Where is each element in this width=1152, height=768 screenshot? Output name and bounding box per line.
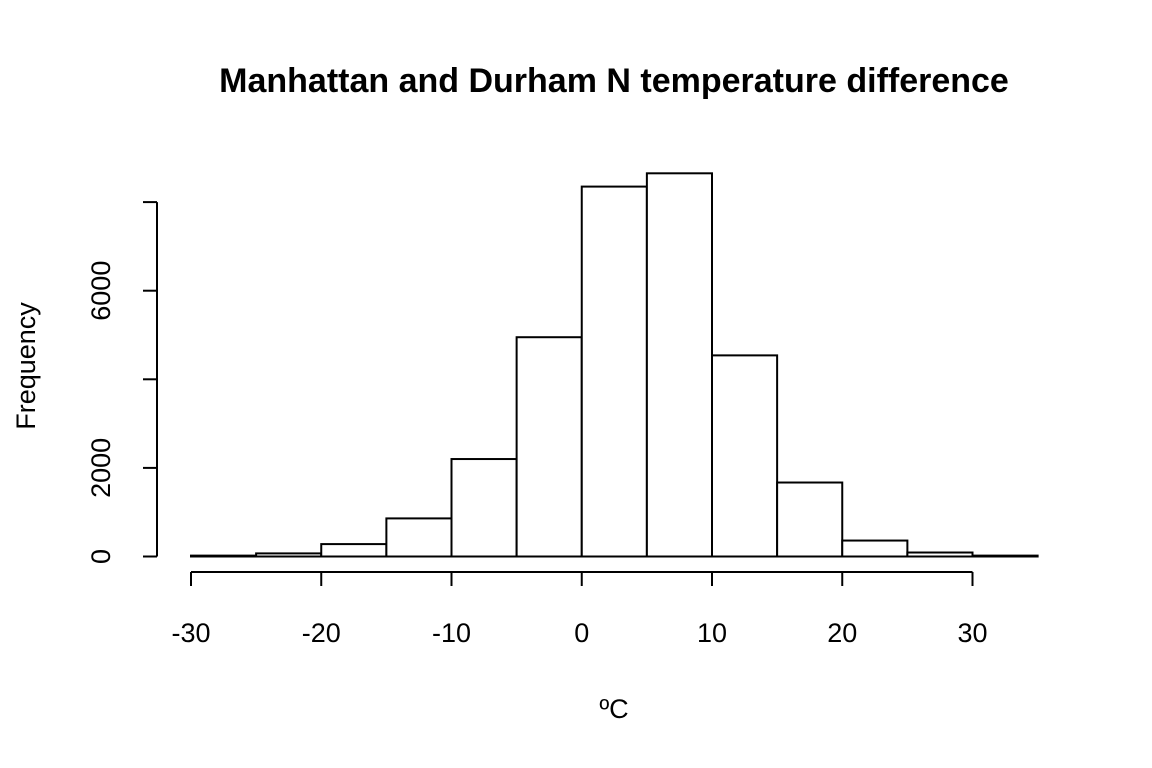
x-tick-label: -20 bbox=[302, 618, 341, 648]
histogram-bar bbox=[906, 551, 974, 558]
histogram-bar bbox=[450, 458, 518, 558]
histogram-bar bbox=[190, 554, 258, 558]
x-tick-label: -30 bbox=[171, 618, 210, 648]
x-tick-label: 0 bbox=[574, 618, 589, 648]
histogram-bar bbox=[580, 185, 648, 558]
x-tick-label: 20 bbox=[827, 618, 857, 648]
histogram-bar bbox=[385, 517, 453, 558]
y-tick-label: 2000 bbox=[86, 438, 116, 498]
histogram-bar bbox=[255, 552, 323, 558]
bars-group bbox=[190, 172, 1039, 558]
x-tick-label: 10 bbox=[697, 618, 727, 648]
histogram-bar bbox=[320, 543, 388, 558]
x-tick-label: -10 bbox=[432, 618, 471, 648]
y-axis-label: Frequency bbox=[11, 302, 41, 430]
y-tick-label: 0 bbox=[86, 549, 116, 564]
y-tick-label: 6000 bbox=[86, 261, 116, 321]
x-axis-label: ºC bbox=[599, 694, 628, 724]
y-axis: 0 2000 6000 bbox=[86, 201, 158, 564]
histogram-bar bbox=[711, 354, 779, 558]
x-axis: -30 -20 -10 0 10 20 30 bbox=[171, 571, 988, 648]
x-tick-label: 30 bbox=[957, 618, 987, 648]
histogram-bar bbox=[515, 336, 583, 558]
histogram-bar bbox=[776, 481, 844, 558]
histogram-bar bbox=[841, 539, 909, 558]
histogram-bar bbox=[971, 554, 1039, 558]
histogram-bar bbox=[645, 172, 713, 558]
chart-title: Manhattan and Durham N temperature diffe… bbox=[219, 62, 1009, 100]
